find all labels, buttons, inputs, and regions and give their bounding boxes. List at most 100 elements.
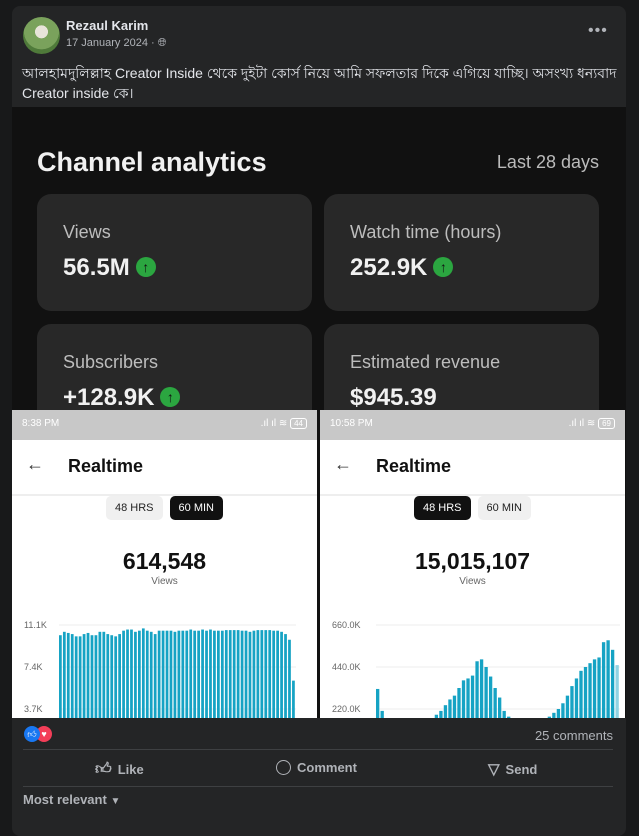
like-label: Like — [117, 762, 144, 777]
send-button[interactable]: ▽ Send — [488, 760, 537, 778]
bar — [134, 631, 137, 718]
battery-level: 69 — [598, 418, 615, 429]
bar — [94, 635, 98, 718]
bar — [244, 630, 248, 718]
like-button[interactable]: 👍︎ Like — [95, 760, 144, 779]
back-arrow-icon[interactable]: ← — [334, 454, 352, 474]
bar — [86, 632, 90, 718]
y-tick-label: 220.0K — [332, 704, 361, 714]
thumbs-up-icon: 👍︎ — [95, 761, 112, 778]
bar — [380, 710, 384, 718]
bar — [457, 688, 461, 718]
bar — [236, 630, 240, 718]
metric-label: Views — [459, 576, 486, 587]
bar — [592, 659, 597, 718]
bar — [165, 630, 169, 718]
bar — [606, 640, 610, 718]
bar — [579, 670, 583, 718]
bar — [62, 631, 66, 718]
bar — [102, 631, 106, 718]
bar — [240, 630, 244, 718]
total-views: 614,548 — [122, 548, 207, 574]
send-label: Send — [505, 761, 538, 777]
bar — [552, 712, 556, 718]
bar — [565, 695, 570, 718]
realtime-bar-chart: 11.1K 7.4K 3.7K — [24, 620, 296, 718]
y-tick-label: 440.0K — [332, 662, 361, 672]
analytics-title: Channel analytics — [37, 147, 267, 177]
arrow-up-icon: ↑ — [135, 257, 156, 277]
status-time: 10:58 PM — [330, 418, 373, 429]
back-arrow-icon[interactable]: ← — [26, 454, 44, 474]
analytics-range: Last 28 days — [496, 152, 599, 172]
post-image[interactable]: Channel analytics Last 28 days Views 56.5… — [12, 107, 626, 718]
bar — [90, 635, 94, 718]
bar — [498, 697, 502, 718]
avatar[interactable] — [23, 17, 60, 54]
bar — [502, 710, 506, 718]
globe-icon: 🌐︎ — [157, 37, 167, 49]
status-bar: 8:38 PM .ıl ıl ≋ 44 — [12, 410, 317, 440]
bar — [122, 630, 125, 718]
tile-watch-time: Watch time (hours) 252.9K ↑ — [324, 194, 599, 311]
bar — [118, 634, 121, 718]
reactions[interactable]: 👍︎ ♥ — [24, 726, 54, 742]
sort-comments-dropdown[interactable]: Most relevant ▼ — [23, 792, 120, 807]
tile-label: Views — [63, 222, 111, 242]
bar — [66, 632, 70, 718]
comment-label: Comment — [297, 760, 357, 775]
bar — [292, 680, 295, 718]
bar — [439, 710, 443, 718]
pill-60min[interactable]: 60 MIN — [477, 496, 531, 520]
tile-value: $945.39 — [350, 384, 437, 411]
value-text: 252.9K — [350, 254, 428, 281]
bar — [126, 629, 129, 718]
total-views: 15,015,107 — [414, 548, 531, 574]
like-reaction-icon: 👍︎ — [24, 726, 40, 742]
pill-48hrs[interactable]: 48 HRS — [106, 496, 163, 520]
bar — [615, 665, 619, 718]
arrow-up-icon: ↑ — [160, 387, 181, 407]
bar — [507, 716, 511, 718]
bar — [181, 630, 185, 718]
bar — [488, 676, 493, 718]
y-tick-label: 3.7K — [24, 704, 43, 714]
bar — [217, 630, 220, 718]
comment-bubble-icon — [276, 760, 291, 775]
pill-48hrs[interactable]: 48 HRS — [414, 496, 471, 520]
comments-count[interactable]: 25 comments — [534, 728, 613, 743]
bar — [561, 703, 565, 718]
screen-title: Realtime — [68, 456, 144, 476]
bar — [583, 667, 588, 718]
bar — [193, 630, 197, 718]
sort-label: Most relevant — [23, 792, 107, 807]
bar — [570, 686, 574, 718]
bar — [138, 630, 141, 718]
bar — [110, 635, 114, 718]
tile-label: Subscribers — [63, 352, 159, 372]
bar — [74, 636, 78, 718]
author-name[interactable]: Rezaul Karim — [66, 18, 149, 33]
post-date[interactable]: 17 January 2024 · 🌐︎ — [66, 37, 167, 50]
more-options-icon[interactable]: ••• — [588, 22, 608, 39]
bar — [452, 695, 457, 718]
status-icons: .ıl ıl ≋ 44 — [261, 418, 307, 432]
screen-title: Realtime — [376, 456, 452, 476]
arrow-up-icon: ↑ — [433, 257, 454, 277]
tile-value: 56.5M ↑ — [63, 254, 156, 282]
bar — [106, 634, 110, 718]
send-icon: ▽ — [488, 761, 500, 778]
status-icons: .ıl ıl ≋ 69 — [569, 418, 615, 432]
bar — [556, 709, 561, 718]
pill-60min[interactable]: 60 MIN — [169, 496, 223, 520]
tile-value: +128.9K ↑ — [63, 384, 181, 412]
bar — [232, 630, 236, 718]
tile-label: Estimated revenue — [350, 352, 501, 372]
bar — [547, 716, 552, 718]
comment-button[interactable]: Comment — [276, 760, 357, 775]
bar — [201, 629, 204, 718]
bar — [59, 635, 62, 718]
bar — [610, 649, 615, 718]
bar — [70, 634, 74, 718]
value-text: +128.9K — [63, 384, 155, 411]
